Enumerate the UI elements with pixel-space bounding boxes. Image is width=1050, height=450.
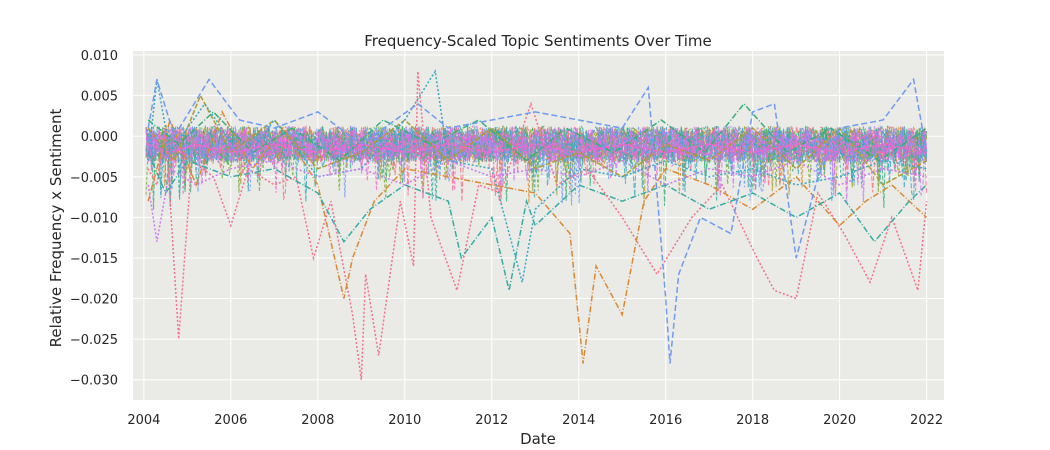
x-tick-label: 2020 xyxy=(823,413,856,428)
series-line-8 xyxy=(147,143,927,154)
series-line-4 xyxy=(147,152,928,291)
y-tick-label: 0.010 xyxy=(81,49,118,64)
series-line-1 xyxy=(147,110,928,364)
x-tick-label: 2014 xyxy=(562,413,595,428)
series-line-3 xyxy=(147,102,928,162)
y-tick-label: 0.000 xyxy=(81,130,118,145)
plot-area xyxy=(133,51,944,400)
x-tick-label: 2018 xyxy=(736,413,769,428)
y-axis-title: Relative Frequency x Sentiment xyxy=(47,109,65,348)
y-tick-label: −0.015 xyxy=(70,252,118,267)
chart-title: Frequency-Scaled Topic Sentiments Over T… xyxy=(364,32,711,50)
series-line-7 xyxy=(147,159,927,242)
y-tick-label: 0.005 xyxy=(81,90,118,105)
x-tick-label: 2006 xyxy=(214,413,247,428)
noise-line xyxy=(145,126,928,199)
noise-line xyxy=(145,124,928,191)
y-tick-labels: 0.010 0.005 0.000 −0.005 −0.010 −0.015 −0.020 −… xyxy=(70,49,118,389)
noise-line xyxy=(145,125,928,204)
y-tick-label: −0.005 xyxy=(70,171,118,186)
series-line-5 xyxy=(147,69,927,283)
series-line-0 xyxy=(147,71,928,380)
y-tick-label: −0.025 xyxy=(70,333,118,348)
x-tick-label: 2022 xyxy=(910,413,943,428)
x-tick-label: 2008 xyxy=(301,413,334,428)
series-line-6 xyxy=(147,77,928,364)
x-tick-label: 2004 xyxy=(127,413,160,428)
x-tick-label: 2012 xyxy=(475,413,508,428)
series-lines xyxy=(147,69,928,380)
y-tick-label: −0.030 xyxy=(70,374,118,389)
x-tick-labels: 2004 2006 2008 2010 2012 2014 2016 2018 2020 2022 xyxy=(127,413,943,428)
y-tick-label: −0.020 xyxy=(70,293,118,308)
x-tick-label: 2016 xyxy=(649,413,682,428)
noise-line xyxy=(145,125,928,200)
noise-line xyxy=(145,126,928,208)
x-axis-title: Date xyxy=(520,430,556,448)
y-tick-label: −0.010 xyxy=(70,211,118,226)
x-tick-label: 2010 xyxy=(388,413,421,428)
noise-line xyxy=(145,124,928,206)
